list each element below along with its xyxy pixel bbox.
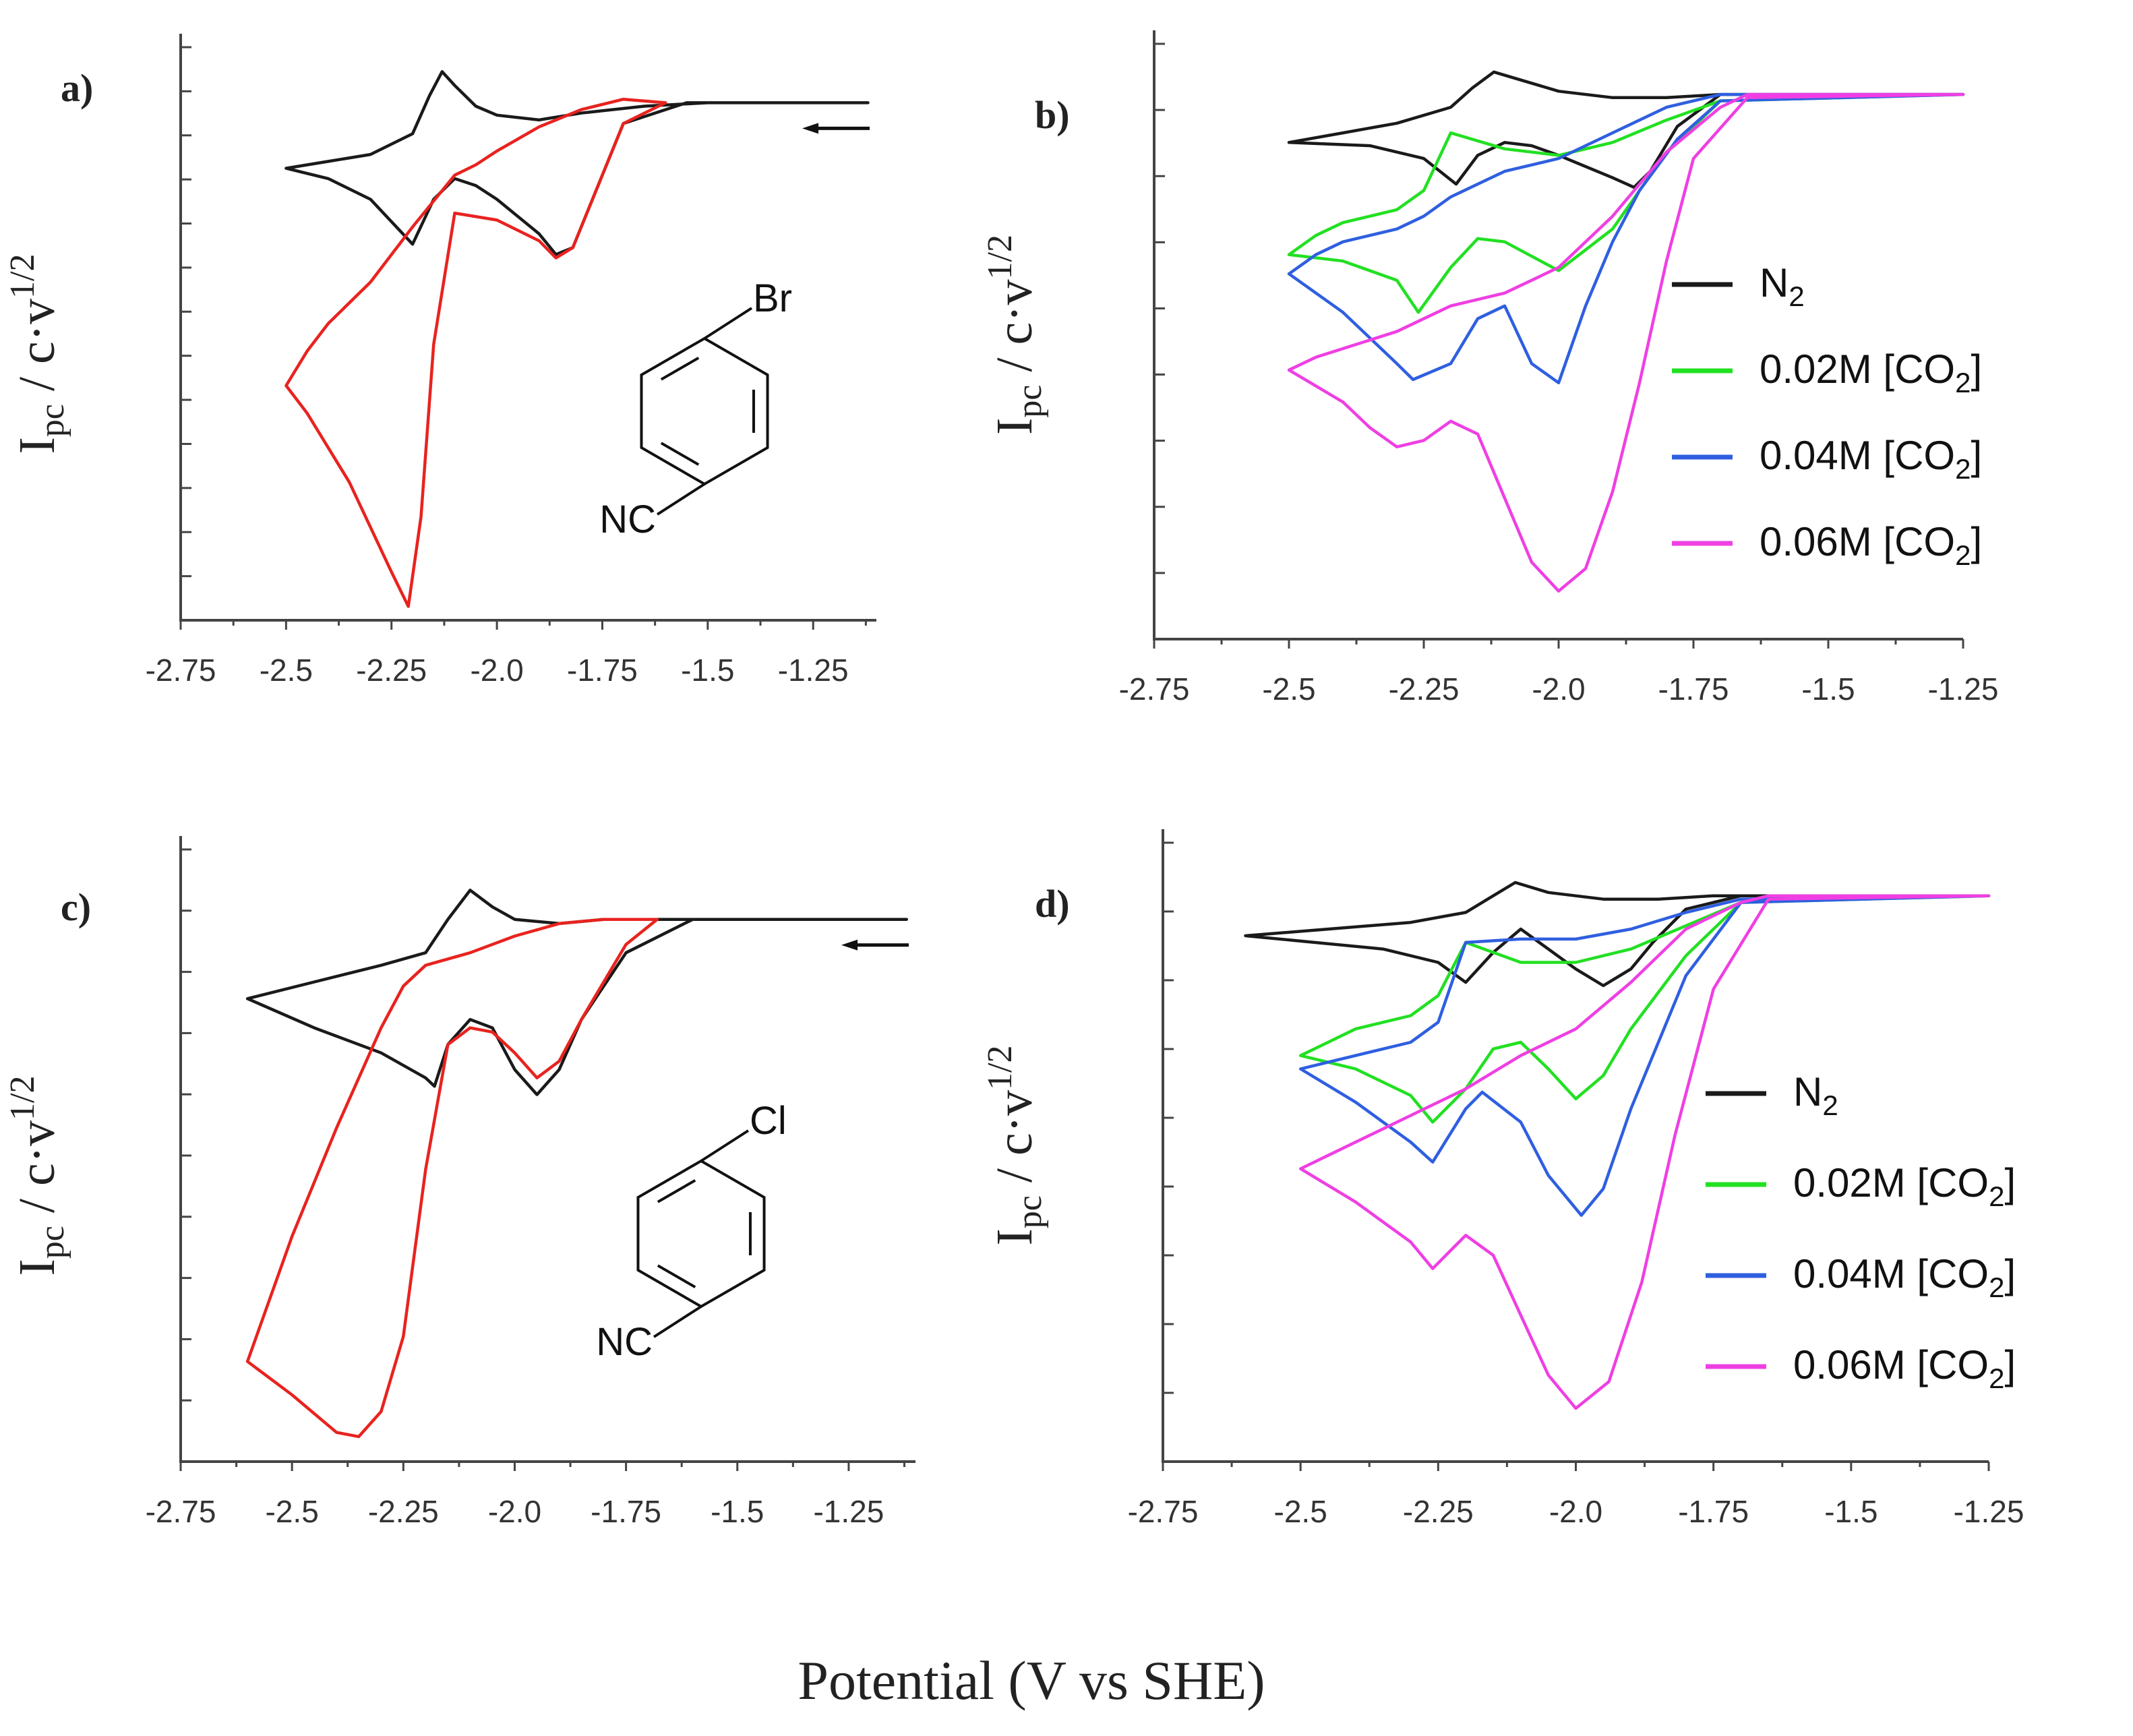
series-0.04M bbox=[1287, 92, 1965, 385]
x-tick-label: -1.5 bbox=[1824, 1494, 1877, 1529]
double-bond bbox=[660, 357, 700, 381]
y-axis-title: Ipc / c·v1/2 bbox=[3, 1075, 71, 1276]
x-tick-label: -2.0 bbox=[1532, 671, 1585, 707]
x-tick-label: -2.5 bbox=[1274, 1494, 1327, 1529]
series-CO2 bbox=[245, 918, 659, 1439]
double-bond bbox=[657, 1179, 696, 1203]
bond bbox=[656, 483, 706, 516]
legend: N2 0.02M [CO2] 0.04M [CO2] 0.06M [CO2] bbox=[1706, 1069, 2016, 1394]
double-bond bbox=[657, 1264, 696, 1288]
x-tick-label: -2.0 bbox=[488, 1494, 541, 1529]
bond bbox=[653, 1305, 702, 1338]
series-CO2 bbox=[284, 97, 667, 608]
x-tick-label: -2.5 bbox=[1262, 671, 1315, 707]
series-0.06M bbox=[1298, 894, 1991, 1410]
panel-label: b) bbox=[1035, 93, 1070, 137]
legend-label: 0.06M [CO2] bbox=[1793, 1342, 2016, 1394]
bond bbox=[703, 307, 753, 340]
x-tick-label: -2.0 bbox=[1549, 1494, 1602, 1529]
x-tick-label: -1.75 bbox=[567, 653, 638, 688]
molecule-structure: Br NC bbox=[599, 276, 792, 541]
x-tick-label: -1.5 bbox=[711, 1494, 764, 1529]
legend-label: N2 bbox=[1760, 260, 1805, 312]
axis-frame bbox=[179, 34, 876, 622]
panel-b: -2.75 -2.5 -2.25 -2.0 -1.75 -1.5 -1.25 b) Ipc / … bbox=[981, 30, 1998, 707]
x-tick-label: -2.5 bbox=[266, 1494, 319, 1529]
double-bond bbox=[660, 442, 700, 466]
legend-label: N2 bbox=[1793, 1069, 1838, 1121]
x-tick-label: -2.0 bbox=[470, 653, 523, 688]
x-tick-label: -2.75 bbox=[1128, 1494, 1199, 1529]
legend-label: 0.04M [CO2] bbox=[1793, 1251, 2016, 1303]
x-tick-label: -2.25 bbox=[1389, 671, 1460, 707]
molecule-structure: Cl NC bbox=[596, 1099, 787, 1364]
series-0.04M bbox=[1298, 894, 1991, 1217]
x-tick-label: -1.75 bbox=[1658, 671, 1729, 707]
x-tick-label: -2.5 bbox=[260, 653, 313, 688]
series-0.06M bbox=[1287, 92, 1965, 593]
substituent-label: Cl bbox=[750, 1099, 787, 1143]
x-tick-label: -1.75 bbox=[591, 1494, 661, 1529]
x-tick-label: -2.25 bbox=[368, 1494, 439, 1529]
series-N2 bbox=[284, 70, 870, 256]
legend: N2 0.02M [CO2] 0.04M [CO2] 0.06M [CO2] bbox=[1672, 260, 1982, 571]
bond bbox=[700, 1129, 750, 1162]
x-axis-title: Potential (V vs SHE) bbox=[798, 1650, 1265, 1711]
benzene-ring bbox=[640, 336, 769, 486]
panel-label: c) bbox=[61, 885, 91, 929]
x-tick-label: -1.5 bbox=[681, 653, 734, 688]
scan-arrow-head bbox=[802, 123, 818, 134]
scan-arrow-head bbox=[841, 939, 858, 951]
legend-label: 0.06M [CO2] bbox=[1760, 519, 1982, 571]
x-tick-label: -2.75 bbox=[146, 1494, 216, 1529]
series-0.02M bbox=[1298, 894, 1991, 1124]
x-tick-label: -2.75 bbox=[1119, 671, 1190, 707]
y-axis-title: Ipc / c·v1/2 bbox=[981, 1045, 1049, 1245]
panel-d: -2.75 -2.5 -2.25 -2.0 -1.75 -1.5 -1.25 d) Ipc / … bbox=[981, 829, 2024, 1529]
panel-label: d) bbox=[1035, 882, 1070, 926]
x-tick-label: -1.25 bbox=[1928, 671, 1999, 707]
legend-label: 0.02M [CO2] bbox=[1793, 1160, 2016, 1212]
x-tick-label: -1.75 bbox=[1678, 1494, 1749, 1529]
substituent-label: Br bbox=[753, 276, 792, 320]
axis-frame bbox=[179, 836, 915, 1463]
x-tick-label: -2.25 bbox=[356, 653, 427, 688]
legend-label: 0.02M [CO2] bbox=[1760, 347, 1982, 398]
series-N2 bbox=[245, 889, 909, 1096]
series-N2 bbox=[1244, 880, 1991, 988]
panel-label: a) bbox=[61, 66, 93, 110]
x-tick-label: -2.25 bbox=[1403, 1494, 1474, 1529]
x-tick-label: -1.25 bbox=[778, 653, 849, 688]
panel-c: -2.75 -2.5 -2.25 -2.0 -1.75 -1.5 -1.25 c) Ipc / … bbox=[3, 836, 915, 1529]
x-tick-label: -1.25 bbox=[813, 1494, 884, 1529]
x-tick-label: -1.5 bbox=[1801, 671, 1855, 707]
x-tick-label: -2.75 bbox=[146, 653, 216, 688]
series-N2 bbox=[1287, 70, 1965, 189]
panel-a: -2.75 -2.5 -2.25 -2.0 -1.75 -1.5 -1.25 a) Ipc / … bbox=[3, 34, 876, 688]
legend-label: 0.04M [CO2] bbox=[1760, 433, 1982, 485]
y-axis-title: Ipc / c·v1/2 bbox=[3, 253, 71, 454]
y-axis-title: Ipc / c·v1/2 bbox=[981, 235, 1049, 435]
substituent-label: NC bbox=[599, 498, 656, 541]
benzene-ring bbox=[636, 1159, 766, 1309]
x-tick-label: -1.25 bbox=[1954, 1494, 2024, 1529]
substituent-label: NC bbox=[596, 1320, 653, 1364]
